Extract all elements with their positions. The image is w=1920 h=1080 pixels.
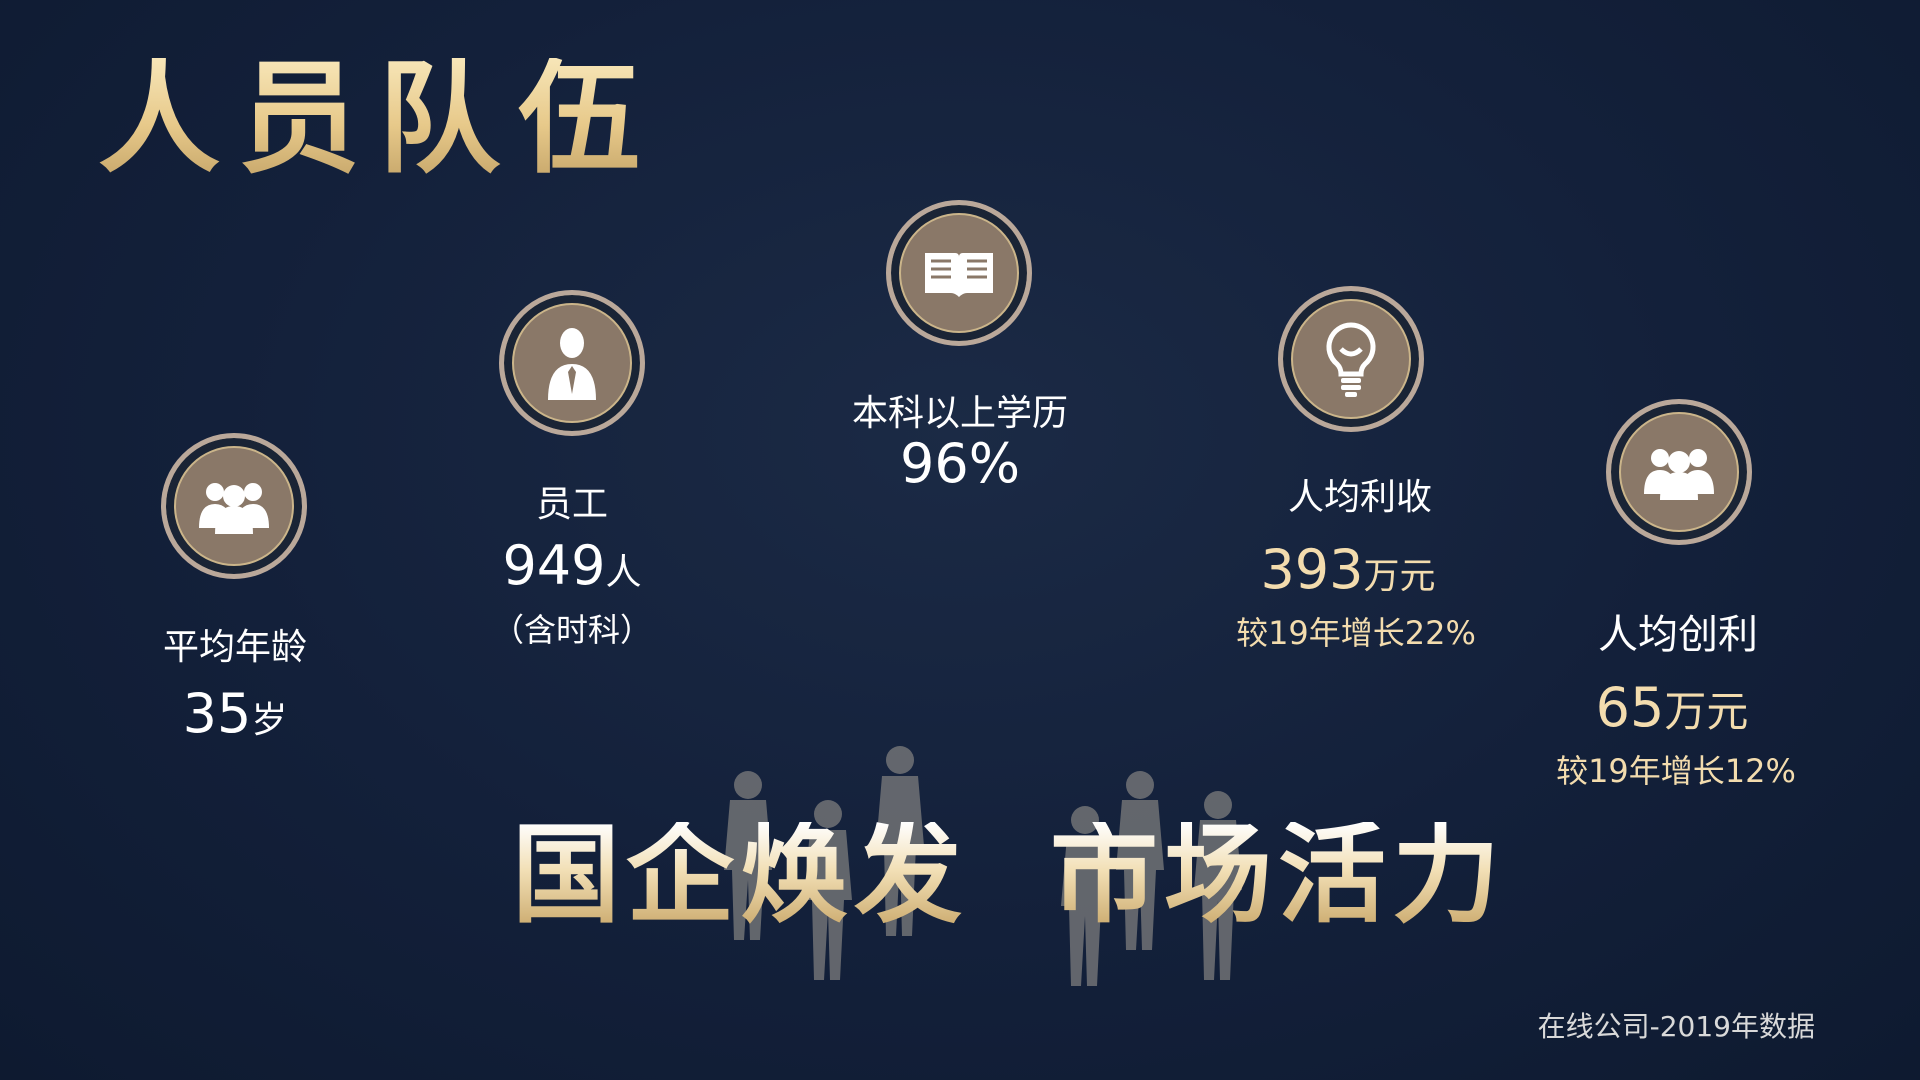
employees-label: 员工	[535, 484, 609, 525]
profit-label: 人均创利	[1598, 612, 1758, 658]
slogan-left: 国企焕发	[512, 813, 969, 938]
lightbulb-icon	[1326, 322, 1376, 397]
employees-number: 949	[502, 534, 606, 597]
avg-age-label: 平均年龄	[162, 627, 308, 668]
education-label: 本科以上学历	[851, 393, 1069, 434]
group-people-icon	[199, 483, 269, 534]
employees-unit: 人	[605, 552, 642, 593]
revenue-badge	[1278, 286, 1424, 432]
revenue-number: 393	[1260, 538, 1364, 601]
profit-value: 65万元	[1596, 676, 1749, 739]
page-title: 人员队伍	[98, 48, 658, 190]
education-unit: %	[968, 432, 1021, 495]
revenue-growth: 较19年增长22%	[1236, 614, 1476, 652]
profit-growth: 较19年增长12%	[1556, 752, 1796, 790]
profit-badge	[1606, 399, 1752, 545]
revenue-label: 人均利收	[1287, 477, 1433, 518]
businessman-icon	[548, 328, 596, 400]
group-people-icon	[1644, 449, 1714, 500]
data-source-footnote: 在线公司-2019年数据	[1537, 1010, 1815, 1043]
employees-value: 949人	[502, 534, 641, 597]
open-book-icon	[925, 253, 993, 297]
slogan-right: 市场活力	[1050, 813, 1507, 938]
profit-unit: 万元	[1664, 687, 1749, 736]
education-badge	[886, 200, 1032, 346]
employees-note: （含时科）	[491, 611, 653, 649]
education-value: 96%	[900, 432, 1020, 495]
education-number: 96	[899, 432, 969, 495]
employees-badge	[499, 290, 645, 436]
avg-age-value: 35岁	[183, 682, 288, 745]
avg-age-number: 35	[182, 682, 252, 745]
revenue-value: 393万元	[1260, 538, 1435, 601]
avg-age-unit: 岁	[251, 700, 288, 741]
revenue-unit: 万元	[1363, 556, 1436, 597]
avg-age-badge	[161, 433, 307, 579]
profit-number: 65	[1595, 676, 1665, 739]
